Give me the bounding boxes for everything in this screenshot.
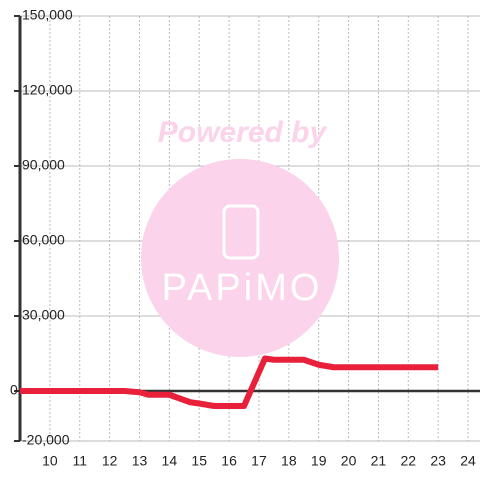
x-tick-label: 11 xyxy=(72,453,87,469)
y-tick-label: 60,000 xyxy=(22,232,65,248)
x-tick-label: 16 xyxy=(221,453,237,469)
x-tick-label: 14 xyxy=(162,453,178,469)
y-tick-label: -20,000 xyxy=(22,432,70,448)
y-tick-label: 90,000 xyxy=(22,157,65,173)
x-tick-label: 12 xyxy=(102,453,118,469)
x-tick-label: 10 xyxy=(42,453,58,469)
x-tick-label: 15 xyxy=(191,453,207,469)
x-tick-label: 22 xyxy=(401,453,417,469)
x-tick-label: 21 xyxy=(371,453,387,469)
y-tick-label: 150,000 xyxy=(22,7,73,23)
x-tick-label: 24 xyxy=(460,453,476,469)
y-tick-label: 120,000 xyxy=(22,82,73,98)
x-tick-label: 20 xyxy=(341,453,357,469)
data-line xyxy=(20,355,439,409)
watermark-icon xyxy=(222,204,260,260)
x-tick-label: 13 xyxy=(132,453,148,469)
x-tick-label: 19 xyxy=(311,453,327,469)
y-tick-label: 0 xyxy=(10,382,18,398)
x-tick-label: 23 xyxy=(430,453,446,469)
x-tick-label: 18 xyxy=(281,453,297,469)
y-tick-label: 30,000 xyxy=(22,307,65,323)
watermark-title: Powered by xyxy=(158,116,328,149)
watermark-logo: PAPiMO xyxy=(162,267,323,309)
x-tick-label: 17 xyxy=(251,453,267,469)
